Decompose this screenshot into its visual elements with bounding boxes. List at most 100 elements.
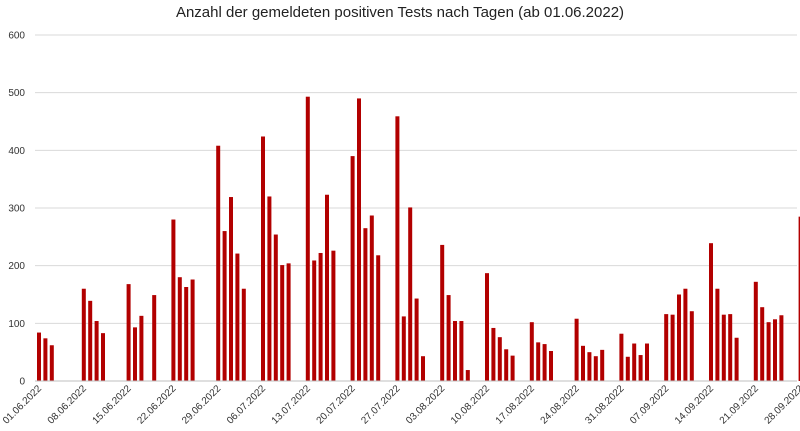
bar: [421, 356, 425, 381]
x-tick-label: 28.09.2022: [763, 383, 800, 426]
bar: [670, 314, 675, 381]
bar: [536, 342, 541, 381]
y-tick-label: 600: [8, 31, 25, 42]
bar: [101, 333, 105, 381]
bar: [190, 279, 195, 381]
bar: [331, 250, 336, 381]
bar: [664, 314, 669, 381]
bar: [229, 197, 233, 381]
bar: [587, 352, 592, 381]
bar: [709, 243, 713, 381]
bar: [683, 288, 688, 381]
bar: [350, 156, 355, 381]
bar: [542, 344, 547, 381]
bar: [549, 351, 553, 381]
bar: [126, 284, 131, 381]
bar: [677, 294, 681, 381]
bar: [305, 96, 310, 381]
bar: [453, 321, 457, 381]
bar: [408, 207, 413, 381]
bar: [139, 315, 144, 381]
bar: [625, 356, 630, 381]
x-tick-label: 31.08.2022: [583, 383, 626, 426]
bar: [152, 295, 157, 381]
y-tick-label: 500: [8, 88, 25, 99]
bar: [600, 349, 605, 381]
x-tick-label: 10.08.2022: [449, 383, 492, 426]
bar: [491, 327, 496, 381]
x-tick-label: 06.07.2022: [225, 383, 268, 426]
bar: [619, 333, 624, 381]
x-tick-label: 13.07.2022: [270, 383, 313, 426]
bar: [645, 343, 649, 381]
bar: [497, 337, 502, 381]
bar: [261, 136, 265, 381]
bar: [88, 300, 93, 381]
bar: [504, 349, 509, 381]
x-tick-label: 20.07.2022: [315, 383, 358, 426]
bar: [414, 298, 419, 381]
y-tick-label: 400: [8, 146, 25, 157]
bar: [273, 234, 278, 381]
bar: [734, 337, 739, 381]
y-tick-label: 100: [8, 319, 25, 330]
bar: [369, 215, 374, 381]
bar: [235, 253, 240, 381]
bar: [529, 322, 534, 381]
x-axis-ticks: 01.06.2022 08.06.2022 15.06.2022 22.06.2022…: [1, 383, 800, 426]
x-tick-label: 17.08.2022: [494, 383, 537, 426]
bar: [395, 116, 400, 381]
bar: [798, 216, 800, 381]
x-tick-label: 27.07.2022: [359, 383, 402, 426]
bar: [94, 321, 99, 381]
bar: [222, 231, 227, 381]
bar: [241, 288, 246, 381]
bar: [485, 273, 489, 381]
bar: [715, 288, 720, 381]
bar: [325, 194, 329, 381]
bar: [357, 98, 361, 382]
chart-title: Anzahl der gemeldeten positiven Tests na…: [175, 4, 625, 21]
bar: [286, 263, 291, 381]
bar: [446, 295, 451, 381]
x-tick-label: 03.08.2022: [404, 383, 447, 426]
bar: [49, 345, 54, 381]
bar: [721, 314, 726, 381]
bar: [440, 244, 445, 381]
bar: [459, 321, 464, 381]
bar: [766, 322, 771, 381]
x-tick-label: 15.06.2022: [91, 383, 134, 426]
bar: [376, 255, 381, 381]
y-tick-label: 200: [8, 261, 25, 272]
bar: [133, 327, 137, 381]
bar: [593, 356, 598, 381]
bar: [171, 219, 176, 381]
bar: [689, 311, 694, 381]
bar: [753, 281, 758, 381]
bar: [581, 345, 585, 381]
bar: [465, 370, 470, 381]
x-tick-label: 22.06.2022: [135, 383, 178, 426]
x-tick-label: 29.06.2022: [180, 383, 223, 426]
bar: [312, 260, 317, 381]
bar: [779, 315, 784, 381]
bar: [728, 314, 733, 381]
y-tick-label: 0: [19, 377, 25, 388]
x-tick-label: 07.09.2022: [628, 383, 671, 426]
bar: [280, 265, 285, 381]
x-tick-label: 24.08.2022: [539, 383, 582, 426]
x-tick-label: 01.06.2022: [1, 383, 44, 426]
bar: [81, 288, 86, 381]
bar: [632, 343, 637, 381]
bar: [267, 196, 272, 381]
bar: [43, 338, 48, 381]
bar: [760, 307, 765, 381]
bar: [318, 252, 323, 381]
bar: [401, 316, 406, 381]
y-axis-ticks: 0 100 200 300 400 500 600: [8, 31, 25, 388]
y-tick-label: 300: [8, 204, 25, 215]
bar: [363, 228, 368, 381]
bar: [177, 277, 182, 381]
